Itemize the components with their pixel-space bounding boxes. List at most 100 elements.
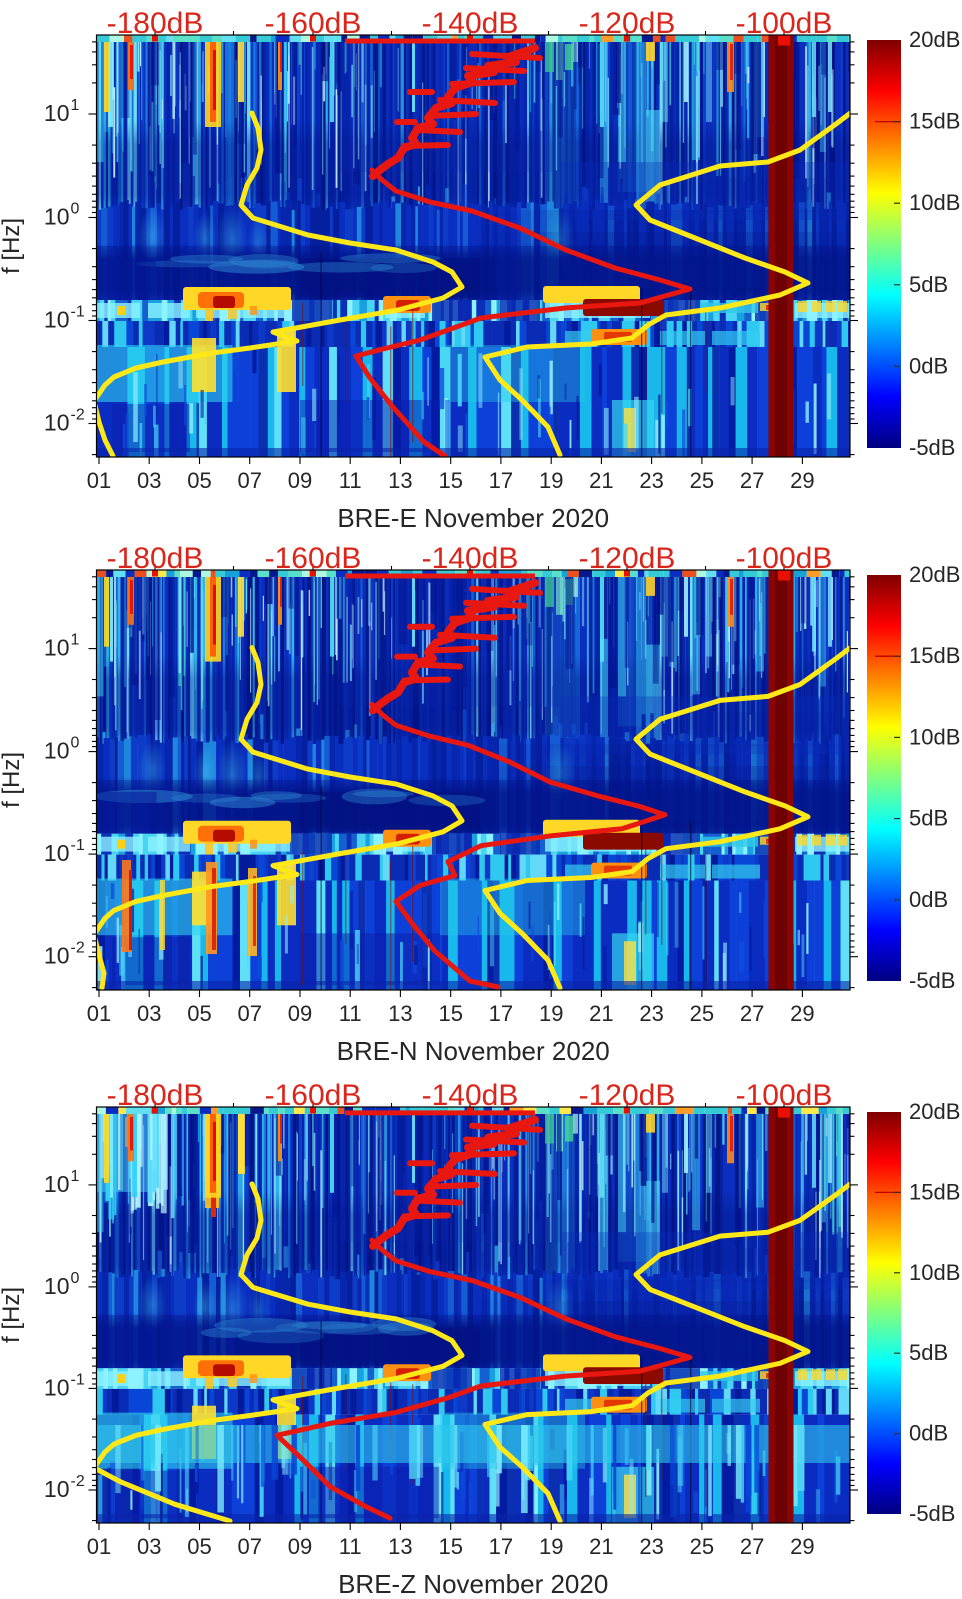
svg-text:-100dB: -100dB — [736, 542, 833, 575]
svg-text:13: 13 — [388, 1001, 412, 1026]
svg-text:10: 10 — [44, 100, 70, 126]
svg-text:-100dB: -100dB — [736, 1079, 833, 1112]
svg-text:11: 11 — [339, 468, 362, 493]
svg-text:21: 21 — [589, 1001, 613, 1026]
svg-text:15dB: 15dB — [909, 643, 960, 668]
svg-text:5dB: 5dB — [909, 806, 948, 831]
svg-text:25: 25 — [690, 1534, 714, 1559]
svg-text:09: 09 — [288, 1001, 312, 1026]
svg-text:-140dB: -140dB — [422, 1079, 519, 1112]
svg-text:-160dB: -160dB — [265, 542, 362, 575]
svg-text:f [Hz]: f [Hz] — [0, 1287, 25, 1343]
svg-text:19: 19 — [539, 1534, 563, 1559]
svg-text:-120dB: -120dB — [579, 1079, 676, 1112]
svg-text:10: 10 — [44, 840, 70, 866]
svg-text:07: 07 — [237, 1534, 261, 1559]
svg-text:BRE-E November 2020: BRE-E November 2020 — [337, 503, 609, 533]
svg-text:-1: -1 — [71, 837, 85, 854]
svg-text:29: 29 — [790, 1001, 814, 1026]
svg-text:-180dB: -180dB — [107, 7, 204, 40]
svg-text:-2: -2 — [71, 407, 85, 424]
svg-text:10dB: 10dB — [909, 1260, 960, 1285]
svg-text:07: 07 — [237, 468, 261, 493]
svg-text:07: 07 — [237, 1001, 261, 1026]
svg-text:03: 03 — [137, 1001, 161, 1026]
svg-text:-120dB: -120dB — [579, 542, 676, 575]
svg-text:01: 01 — [87, 1534, 111, 1559]
svg-text:09: 09 — [288, 1534, 312, 1559]
svg-text:0dB: 0dB — [909, 887, 948, 912]
svg-text:10: 10 — [44, 1171, 70, 1197]
svg-text:27: 27 — [740, 1534, 764, 1559]
svg-text:-1: -1 — [71, 304, 85, 321]
svg-text:05: 05 — [187, 1001, 211, 1026]
svg-text:01: 01 — [87, 1001, 111, 1026]
svg-text:10: 10 — [44, 943, 70, 969]
svg-text:23: 23 — [639, 468, 663, 493]
svg-text:-5dB: -5dB — [909, 1501, 955, 1526]
svg-text:20dB: 20dB — [909, 562, 960, 587]
svg-text:20dB: 20dB — [909, 1099, 960, 1124]
svg-text:-2: -2 — [71, 1473, 85, 1490]
svg-text:21: 21 — [589, 468, 613, 493]
svg-text:5dB: 5dB — [909, 1340, 948, 1365]
svg-text:1: 1 — [71, 1168, 80, 1185]
svg-text:01: 01 — [87, 468, 111, 493]
svg-text:10: 10 — [44, 1476, 70, 1502]
svg-text:05: 05 — [187, 468, 211, 493]
svg-text:03: 03 — [137, 1534, 161, 1559]
svg-text:0dB: 0dB — [909, 1421, 948, 1446]
svg-text:15: 15 — [438, 468, 462, 493]
svg-text:21: 21 — [589, 1534, 613, 1559]
svg-text:27: 27 — [740, 1001, 764, 1026]
svg-text:-5dB: -5dB — [909, 968, 955, 993]
svg-text:10: 10 — [44, 1273, 70, 1299]
svg-text:15: 15 — [438, 1534, 462, 1559]
svg-text:13: 13 — [388, 468, 412, 493]
svg-text:0: 0 — [71, 735, 80, 752]
svg-text:29: 29 — [790, 468, 814, 493]
svg-text:20dB: 20dB — [909, 27, 960, 52]
svg-text:0dB: 0dB — [909, 353, 948, 378]
svg-text:23: 23 — [639, 1001, 663, 1026]
svg-text:-5dB: -5dB — [909, 435, 955, 460]
svg-text:BRE-Z November 2020: BRE-Z November 2020 — [338, 1569, 608, 1599]
svg-text:29: 29 — [790, 1534, 814, 1559]
svg-text:17: 17 — [489, 1001, 513, 1026]
svg-text:-160dB: -160dB — [265, 7, 362, 40]
svg-text:09: 09 — [288, 468, 312, 493]
svg-text:0: 0 — [71, 201, 80, 218]
svg-text:25: 25 — [690, 468, 714, 493]
svg-text:11: 11 — [339, 1534, 362, 1559]
svg-text:13: 13 — [388, 1534, 412, 1559]
svg-text:10dB: 10dB — [909, 724, 960, 749]
svg-text:10: 10 — [44, 307, 70, 333]
svg-text:05: 05 — [187, 1534, 211, 1559]
svg-text:17: 17 — [489, 468, 513, 493]
svg-text:10: 10 — [44, 738, 70, 764]
svg-text:-180dB: -180dB — [107, 542, 204, 575]
svg-text:-1: -1 — [71, 1371, 85, 1388]
svg-text:-180dB: -180dB — [107, 1079, 204, 1112]
svg-text:0: 0 — [71, 1270, 80, 1287]
svg-text:-140dB: -140dB — [422, 7, 519, 40]
svg-text:27: 27 — [740, 468, 764, 493]
svg-text:17: 17 — [489, 1534, 513, 1559]
svg-text:15dB: 15dB — [909, 109, 960, 134]
svg-text:-2: -2 — [71, 940, 85, 957]
svg-text:15dB: 15dB — [909, 1179, 960, 1204]
svg-text:BRE-N November 2020: BRE-N November 2020 — [337, 1036, 610, 1066]
svg-text:-100dB: -100dB — [736, 7, 833, 40]
svg-text:23: 23 — [639, 1534, 663, 1559]
svg-text:10dB: 10dB — [909, 190, 960, 215]
svg-text:15: 15 — [438, 1001, 462, 1026]
svg-text:19: 19 — [539, 468, 563, 493]
svg-text:1: 1 — [71, 97, 80, 114]
svg-text:10: 10 — [44, 635, 70, 661]
svg-text:-120dB: -120dB — [579, 7, 676, 40]
svg-text:f [Hz]: f [Hz] — [0, 752, 25, 808]
svg-text:1: 1 — [71, 632, 80, 649]
svg-text:25: 25 — [690, 1001, 714, 1026]
svg-text:10: 10 — [44, 204, 70, 230]
svg-text:11: 11 — [339, 1001, 362, 1026]
